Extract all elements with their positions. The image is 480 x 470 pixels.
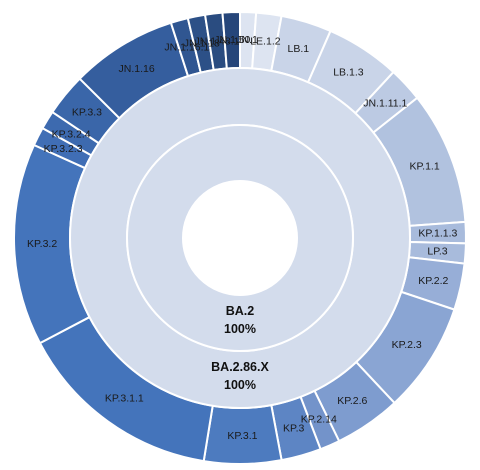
outer-segment-label: KP.3.1.1 [105, 393, 144, 405]
inner-ring [125, 124, 355, 352]
inner-ring-value: 100% [224, 322, 256, 336]
inner-ring-name: BA.2 [226, 304, 255, 318]
outer-labels: JN.1LE.1.2 LB.1 LB.1.3 JN.1.11.1 KP.1.1 KP.1.… [27, 34, 458, 442]
outer-segment-label: KP.3.2 [27, 238, 57, 250]
outer-segment-label: LB.1 [287, 43, 309, 55]
middle-ring-name: BA.2.86.X [211, 360, 269, 374]
outer-segment-label: JN.1.16.1 [164, 41, 209, 53]
outer-segment-label: JN.1.48.1 [195, 35, 240, 47]
outer-segment-label: KP.3 [283, 423, 305, 435]
outer-segment-label: KP.1.1 [410, 160, 440, 172]
outer-ring [13, 11, 468, 465]
outer-segment-label: LB.1.3 [333, 66, 364, 78]
outer-segment-label: KP.2.6 [337, 395, 367, 407]
outer-segment-label: LP.3 [427, 246, 447, 258]
outer-segment-label: LE.1.2 [250, 36, 281, 48]
outer-segment-label: JN.1.18 [184, 38, 220, 50]
middle-ring-segment [68, 67, 412, 409]
outer-segment-label: KP.2.14 [301, 414, 337, 426]
outer-segment-label: JN.1 [236, 34, 258, 46]
outer-segment-label: JN.1.50 [214, 34, 250, 46]
inner-ring-segment [125, 124, 355, 352]
outer-segment-label: JN.1.16 [119, 63, 155, 75]
middle-ring [68, 67, 412, 409]
outer-segment-label: JN.1.11.1 [363, 98, 407, 110]
outer-segment-label: KP.2.3 [392, 339, 422, 351]
outer-segment-label: KP.3.3 [72, 106, 102, 118]
outer-segment-label: KP.2.2 [418, 275, 448, 287]
outer-segment-label: KP.3.1 [227, 430, 257, 442]
outer-segment-label: KP.3.2.4 [52, 129, 91, 141]
outer-segment-label: KP.3.2.3 [44, 143, 83, 155]
outer-segment-label: KP.1.1.3 [418, 227, 457, 239]
middle-ring-value: 100% [224, 378, 256, 392]
